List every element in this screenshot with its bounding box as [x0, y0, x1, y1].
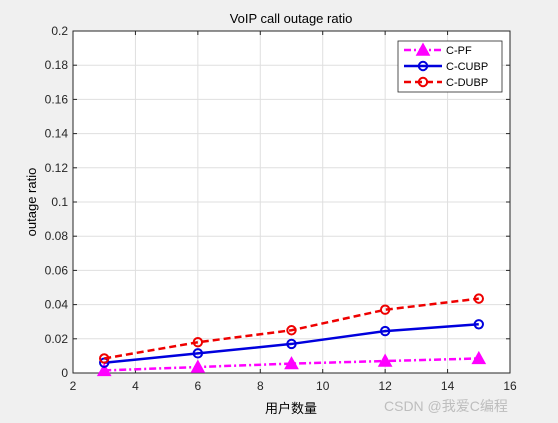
data-point: [99, 353, 110, 364]
legend-marker: [417, 60, 429, 72]
series-line: [104, 357, 479, 372]
y-tick-label: 0: [61, 366, 68, 380]
x-tick-label: 2: [70, 379, 77, 393]
chart-title: VoIP call outage ratio: [230, 11, 353, 26]
y-tick-label: 0.12: [45, 161, 69, 175]
data-point: [190, 359, 206, 373]
y-tick-label: 0.08: [45, 229, 69, 243]
y-tick-label: 0.16: [45, 92, 69, 106]
series-line: [104, 323, 479, 364]
legend-entry-c-cubp: C-CUBP: [404, 60, 488, 73]
legend-marker: [415, 42, 431, 56]
data-point: [96, 362, 112, 377]
x-tick-label: 16: [503, 379, 517, 393]
x-tick-label: 4: [132, 379, 139, 393]
data-point: [284, 356, 299, 370]
x-tick-labels: 2 4 6 8 10 12 14 16: [70, 379, 517, 393]
series-line: [104, 297, 479, 360]
x-tick-label: 14: [441, 379, 455, 393]
series-group: [96, 293, 487, 377]
y-tick-label: 0.2: [51, 24, 68, 38]
series-c-cubp: [99, 319, 484, 368]
x-tick-label: 12: [378, 379, 392, 393]
legend-label: C-PF: [446, 45, 472, 57]
tick-marks: [72, 30, 511, 374]
y-tick-label: 0.04: [45, 298, 69, 312]
y-tick-labels: 0 0.02 0.04 0.06 0.08 0.1 0.12 0.14 0.16 0.18 0.2: [45, 24, 69, 380]
data-point: [379, 304, 391, 315]
y-axis-label: outage ratio: [24, 168, 39, 237]
y-tick-label: 0.18: [45, 58, 69, 72]
legend-entry-c-dubp: C-DUBP: [404, 76, 488, 89]
legend: C-PF C-CUBP C-DUBP: [397, 40, 503, 93]
series-c-pf: [96, 350, 487, 377]
data-point: [473, 293, 484, 304]
data-point: [99, 357, 110, 368]
data-point: [471, 350, 487, 365]
series-c-dubp: [99, 293, 484, 364]
x-tick-label: 8: [257, 379, 264, 393]
y-tick-label: 0.14: [45, 127, 69, 141]
legend-label: C-CUBP: [446, 61, 488, 73]
data-point: [192, 348, 204, 359]
x-tick-label: 6: [195, 379, 202, 393]
x-tick-label: 10: [316, 379, 330, 393]
legend-label: C-DUBP: [446, 77, 488, 89]
data-point: [473, 319, 484, 330]
y-tick-label: 0.06: [45, 263, 69, 277]
y-tick-label: 0.02: [45, 332, 69, 346]
data-point: [377, 353, 393, 367]
data-point: [286, 338, 297, 350]
legend-marker: [417, 76, 429, 88]
y-tick-label: 0.1: [51, 195, 68, 209]
x-axis-label: 用户数量: [265, 401, 317, 416]
legend-entry-c-pf: C-PF: [404, 42, 472, 57]
watermark: CSDN @我爱C编程: [384, 398, 508, 414]
data-point: [192, 337, 204, 348]
data-point: [379, 325, 391, 337]
data-point: [286, 325, 297, 336]
